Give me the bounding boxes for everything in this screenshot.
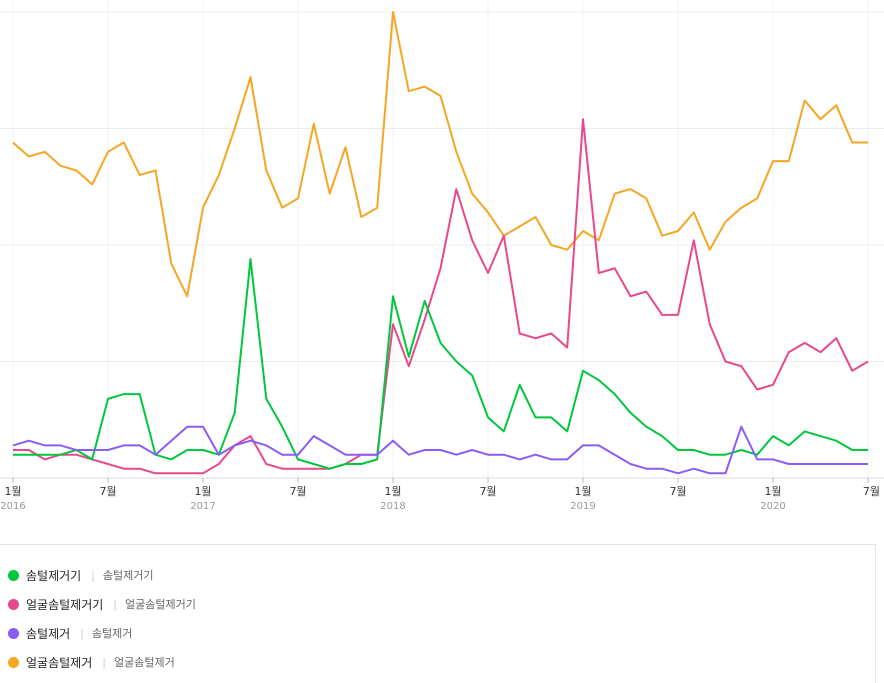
tick-label: 7월 <box>289 485 306 498</box>
legend-marker-icon <box>8 598 19 610</box>
tick-year-label: 2020 <box>760 501 785 512</box>
tick-label: 7월 <box>863 485 880 498</box>
tick-year-label: 2017 <box>190 501 215 512</box>
series-line <box>13 258 868 470</box>
legend-separator: | <box>91 568 95 582</box>
tick-label: 1월 <box>384 485 401 498</box>
legend-marker-icon <box>8 569 19 581</box>
legend-sublabel: 솜털제거기 <box>102 569 154 582</box>
series-line <box>12 425 868 475</box>
series-lines <box>12 11 869 475</box>
legend-item-3[interactable]: 얼굴솜털제거 | 얼굴솜털제거 <box>8 653 175 671</box>
legend-label: 솜털제거기 <box>26 568 82 583</box>
tick-label: 7월 <box>479 485 496 498</box>
legend-item-2[interactable]: 솜털제거 | 솜털제거 <box>8 624 132 642</box>
x-axis: 1월 2016 7월 1월 2017 7월 1월 2018 7월 1월 2019 7월 1월 2020 7월 <box>0 478 880 512</box>
legend-label: 솜털제거 <box>26 626 71 641</box>
legend-label: 얼굴솜털제거기 <box>26 597 104 612</box>
series-line <box>12 11 868 298</box>
tick-label: 1월 <box>4 485 21 498</box>
legend-sublabel: 솜털제거 <box>91 627 133 640</box>
legend: 솜털제거기 | 솜털제거기 얼굴솜털제거기 | 얼굴솜털제거기 솜털제거 | 솜… <box>0 544 876 683</box>
tick-label: 1월 <box>194 485 211 498</box>
tick-label: 1월 <box>764 485 781 498</box>
tick-year-label: 2018 <box>380 501 405 512</box>
tick-label: 7월 <box>669 485 686 498</box>
series-line <box>13 118 869 475</box>
legend-sublabel: 얼굴솜털제거 <box>113 656 175 669</box>
legend-separator: | <box>80 626 84 640</box>
legend-separator: | <box>102 655 106 669</box>
tick-label: 7월 <box>99 485 116 498</box>
legend-marker-icon <box>8 627 19 639</box>
legend-separator: | <box>113 597 117 611</box>
tick-year-label: 2016 <box>0 501 25 512</box>
legend-item-1[interactable]: 얼굴솜털제거기 | 얼굴솜털제거기 <box>8 595 196 613</box>
legend-sublabel: 얼굴솜털제거기 <box>125 598 196 611</box>
legend-label: 얼굴솜털제거 <box>26 655 93 670</box>
legend-marker-icon <box>8 656 19 668</box>
tick-year-label: 2019 <box>570 501 595 512</box>
trend-line-chart: 1월 2016 7월 1월 2017 7월 1월 2018 7월 1월 2019 7월 1월 2020 7월 <box>0 0 884 512</box>
tick-label: 1월 <box>574 485 591 498</box>
grid-lines <box>0 0 884 479</box>
legend-item-0[interactable]: 솜털제거기 | 솜털제거기 <box>8 566 154 584</box>
